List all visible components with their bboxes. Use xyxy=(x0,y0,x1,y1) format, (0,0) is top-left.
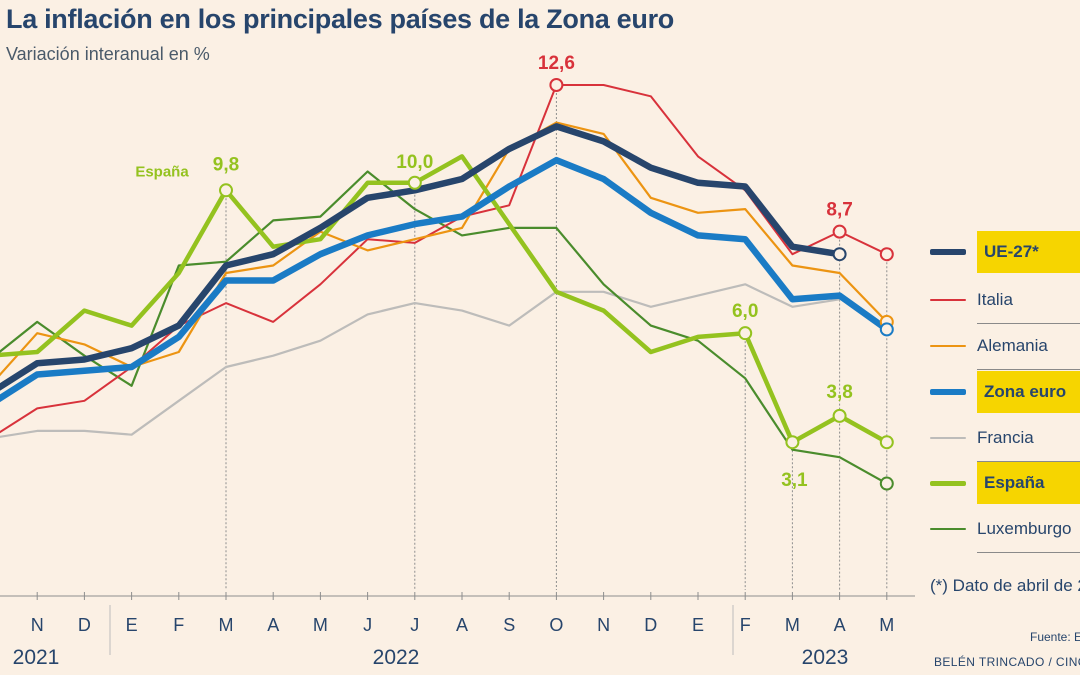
data-labels: 9,8 España 10,0 12,6 8,7 6,0 3,1 3,8 xyxy=(135,53,852,491)
legend-divider xyxy=(977,369,1080,370)
series-label: España xyxy=(135,163,189,180)
legend-label-espana: España xyxy=(977,462,1080,504)
x-tick-label: A xyxy=(267,615,279,635)
x-tick-label: J xyxy=(410,615,419,635)
legend-swatch-alemania xyxy=(930,345,966,347)
legend-item-francia: Francia xyxy=(930,417,1080,462)
legend-label-ue27: UE-27* xyxy=(977,231,1080,273)
legend-item-italia: Italia xyxy=(930,279,1080,324)
legend-label-zona-euro: Zona euro xyxy=(977,371,1080,413)
source-note: Fuente: Eurostat xyxy=(1030,630,1080,644)
legend-swatch-zona-euro xyxy=(930,389,966,395)
guide-lines xyxy=(225,85,888,590)
legend-label-italia: Italia xyxy=(977,290,1013,309)
point-marker xyxy=(832,224,847,239)
point-marker xyxy=(219,183,233,198)
legend-swatch-espana xyxy=(930,480,966,486)
x-tick-label: D xyxy=(78,615,91,635)
x-tick-label: M xyxy=(785,615,800,635)
x-tick-label: A xyxy=(456,615,468,635)
legend-swatch-luxemburgo xyxy=(930,528,966,530)
series-line-zona-euro xyxy=(0,156,891,403)
point-marker xyxy=(879,435,894,450)
chart-title: La inflación en los principales países d… xyxy=(6,4,674,34)
chart-subtitle: Variación interanual en % xyxy=(6,44,210,64)
point-marker xyxy=(785,435,800,450)
point-marker xyxy=(879,476,894,491)
data-label: 8,7 xyxy=(826,200,852,221)
point-marker xyxy=(832,247,847,262)
credit-note: BELÉN TRINCADO / CINCO DÍAS xyxy=(934,655,1080,669)
data-label: 10,0 xyxy=(396,152,433,173)
legend-label-alemania: Alemania xyxy=(977,336,1048,355)
x-axis: N D E F M A M J J A S O N D E F M A M 2021 2022 2023 xyxy=(0,592,915,669)
x-tick-label: S xyxy=(503,615,515,635)
x-tick-label: E xyxy=(692,615,704,635)
data-label: 9,8 xyxy=(213,154,239,175)
point-marker xyxy=(832,408,847,423)
data-label: 12,6 xyxy=(538,53,575,74)
legend-item-luxemburgo: Luxemburgo xyxy=(930,508,1080,553)
series-line-ue-27 xyxy=(0,123,843,391)
year-label: 2022 xyxy=(373,646,420,669)
legend-swatch-francia xyxy=(930,437,966,439)
x-tick-label: E xyxy=(126,615,138,635)
year-label: 2021 xyxy=(13,646,60,669)
point-marker xyxy=(879,322,894,337)
series-line-francia xyxy=(0,283,841,438)
legend-label-francia: Francia xyxy=(977,428,1034,447)
data-label: 6,0 xyxy=(732,301,758,322)
x-tick-label: M xyxy=(313,615,328,635)
x-tick-label: N xyxy=(31,615,44,635)
legend-item-ue27: UE-27* xyxy=(930,231,1080,273)
x-tick-label: D xyxy=(644,615,657,635)
series-line-italia xyxy=(0,84,888,434)
legend-divider xyxy=(977,461,1080,462)
x-tick-label: F xyxy=(173,615,184,635)
point-marker xyxy=(407,175,422,190)
year-label: 2023 xyxy=(802,646,849,669)
x-tick-label: M xyxy=(219,615,234,635)
x-tick-label: F xyxy=(740,615,751,635)
legend-divider xyxy=(977,323,1080,324)
legend-label-luxemburgo: Luxemburgo xyxy=(977,519,1072,538)
legend-swatch-italia xyxy=(930,299,966,301)
x-tick-label: M xyxy=(879,615,894,635)
x-tick-label: J xyxy=(363,615,372,635)
legend-swatch-ue27 xyxy=(930,249,966,255)
data-label: 3,8 xyxy=(826,382,852,403)
legend-item-espana: España xyxy=(930,462,1080,504)
series-lines xyxy=(0,84,891,485)
legend-item-alemania: Alemania xyxy=(930,325,1080,370)
x-tick-label: N xyxy=(597,615,610,635)
point-marker xyxy=(549,78,564,92)
legend-item-zona-euro: Zona euro xyxy=(930,371,1080,413)
x-tick-label: A xyxy=(834,615,846,635)
data-label: 3,1 xyxy=(781,470,808,491)
x-tick-label: O xyxy=(549,615,563,635)
footnote: (*) Dato de abril de 2023 xyxy=(930,576,1080,595)
point-marker xyxy=(738,326,753,341)
point-marker xyxy=(879,247,894,262)
legend-divider xyxy=(977,552,1080,553)
point-markers xyxy=(219,78,894,491)
series-line-espana xyxy=(0,154,890,445)
